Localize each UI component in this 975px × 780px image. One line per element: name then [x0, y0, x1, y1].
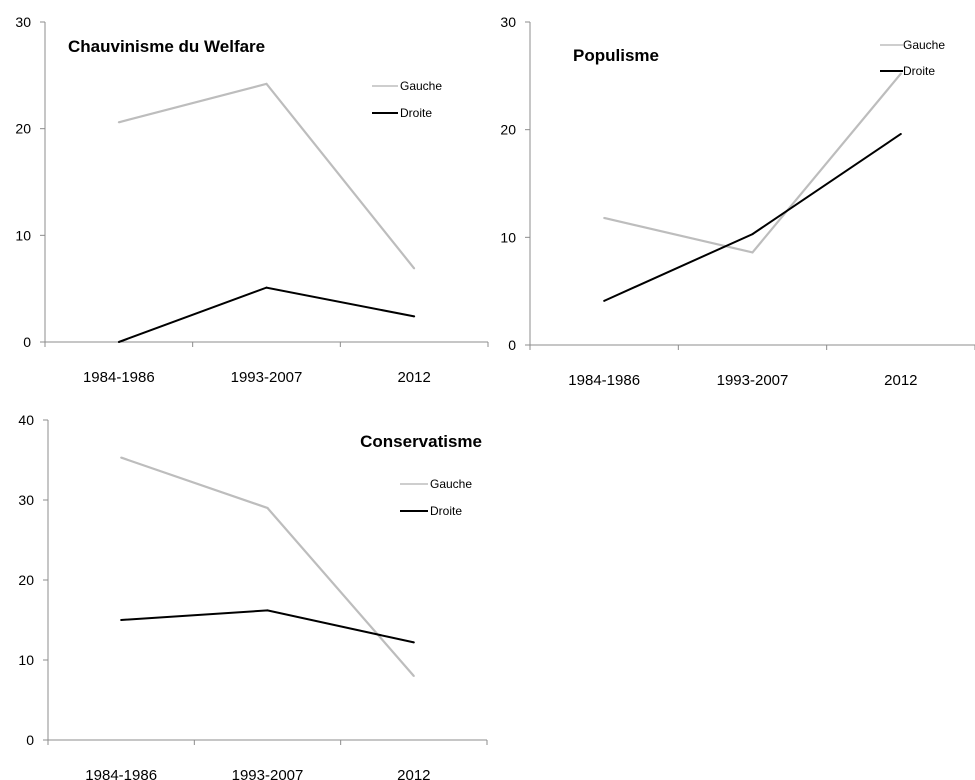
x-tick-label: 1984-1986 [83, 369, 155, 386]
y-tick-label: 30 [500, 14, 516, 30]
data-point-droite [117, 341, 120, 343]
y-tick-label: 10 [15, 227, 31, 243]
data-point-gauche [120, 456, 123, 459]
data-point-droite [751, 233, 754, 236]
x-tick-label: 2012 [397, 767, 430, 780]
chart-title: Populisme [573, 46, 659, 65]
chart-populisme: 0 10 20 30 1984-1986 1993-2007 2012 Populisme Ga… [500, 14, 975, 389]
y-tick-label: 40 [18, 412, 34, 428]
legend-label-gauche: Gauche [400, 79, 442, 93]
y-tick-label: 20 [18, 572, 34, 588]
data-point-droite [265, 286, 268, 289]
legend-label-gauche: Gauche [903, 38, 945, 52]
series-line-gauche [120, 456, 415, 677]
data-point-droite [120, 619, 123, 621]
data-point-gauche [413, 267, 416, 270]
x-tick-label: 1993-2007 [717, 372, 789, 389]
series-line-droite [603, 133, 902, 302]
legend-label-droite: Droite [400, 106, 432, 120]
chart-conservatisme: 0 10 20 30 40 1984-1986 1993-2007 2012 Conservat… [18, 412, 488, 780]
chart-title: Conservatisme [360, 432, 482, 451]
y-tick-label: 20 [15, 121, 31, 137]
data-point-gauche [603, 216, 606, 219]
legend-label-droite: Droite [430, 504, 462, 518]
y-tick-label: 10 [18, 652, 34, 668]
y-tick-label: 30 [18, 492, 34, 508]
y-tick-label: 0 [508, 337, 516, 353]
x-tick-label: 1993-2007 [231, 369, 303, 386]
data-point-droite [603, 299, 606, 302]
x-tick-label: 2012 [397, 369, 430, 386]
y-tick-label: 10 [500, 229, 516, 245]
x-tick-label: 2012 [884, 372, 917, 389]
data-point-gauche [265, 82, 268, 85]
y-tick-label: 20 [500, 122, 516, 138]
data-point-gauche [412, 675, 415, 677]
chart-title: Chauvinisme du Welfare [68, 37, 265, 56]
data-point-gauche [751, 251, 754, 254]
x-tick-label: 1993-2007 [232, 767, 304, 780]
y-tick-label: 0 [23, 334, 31, 350]
data-point-gauche [117, 121, 120, 124]
legend-label-gauche: Gauche [430, 477, 472, 491]
series-line-droite [118, 286, 415, 343]
data-point-droite [412, 641, 415, 644]
x-tick-label: 1984-1986 [85, 767, 157, 780]
data-point-droite [899, 132, 902, 135]
legend-label-droite: Droite [903, 64, 935, 78]
data-point-droite [413, 315, 416, 318]
data-point-droite [266, 609, 269, 612]
y-tick-label: 30 [15, 14, 31, 30]
chart-chauvinisme: 0 10 20 30 1984-1986 1993-2007 2012 Chauvinisme… [15, 14, 489, 386]
data-point-gauche [899, 72, 902, 75]
series-line-gauche [118, 82, 416, 270]
x-tick-label: 1984-1986 [568, 372, 640, 389]
y-tick-label: 0 [26, 732, 34, 748]
data-point-gauche [266, 507, 269, 509]
